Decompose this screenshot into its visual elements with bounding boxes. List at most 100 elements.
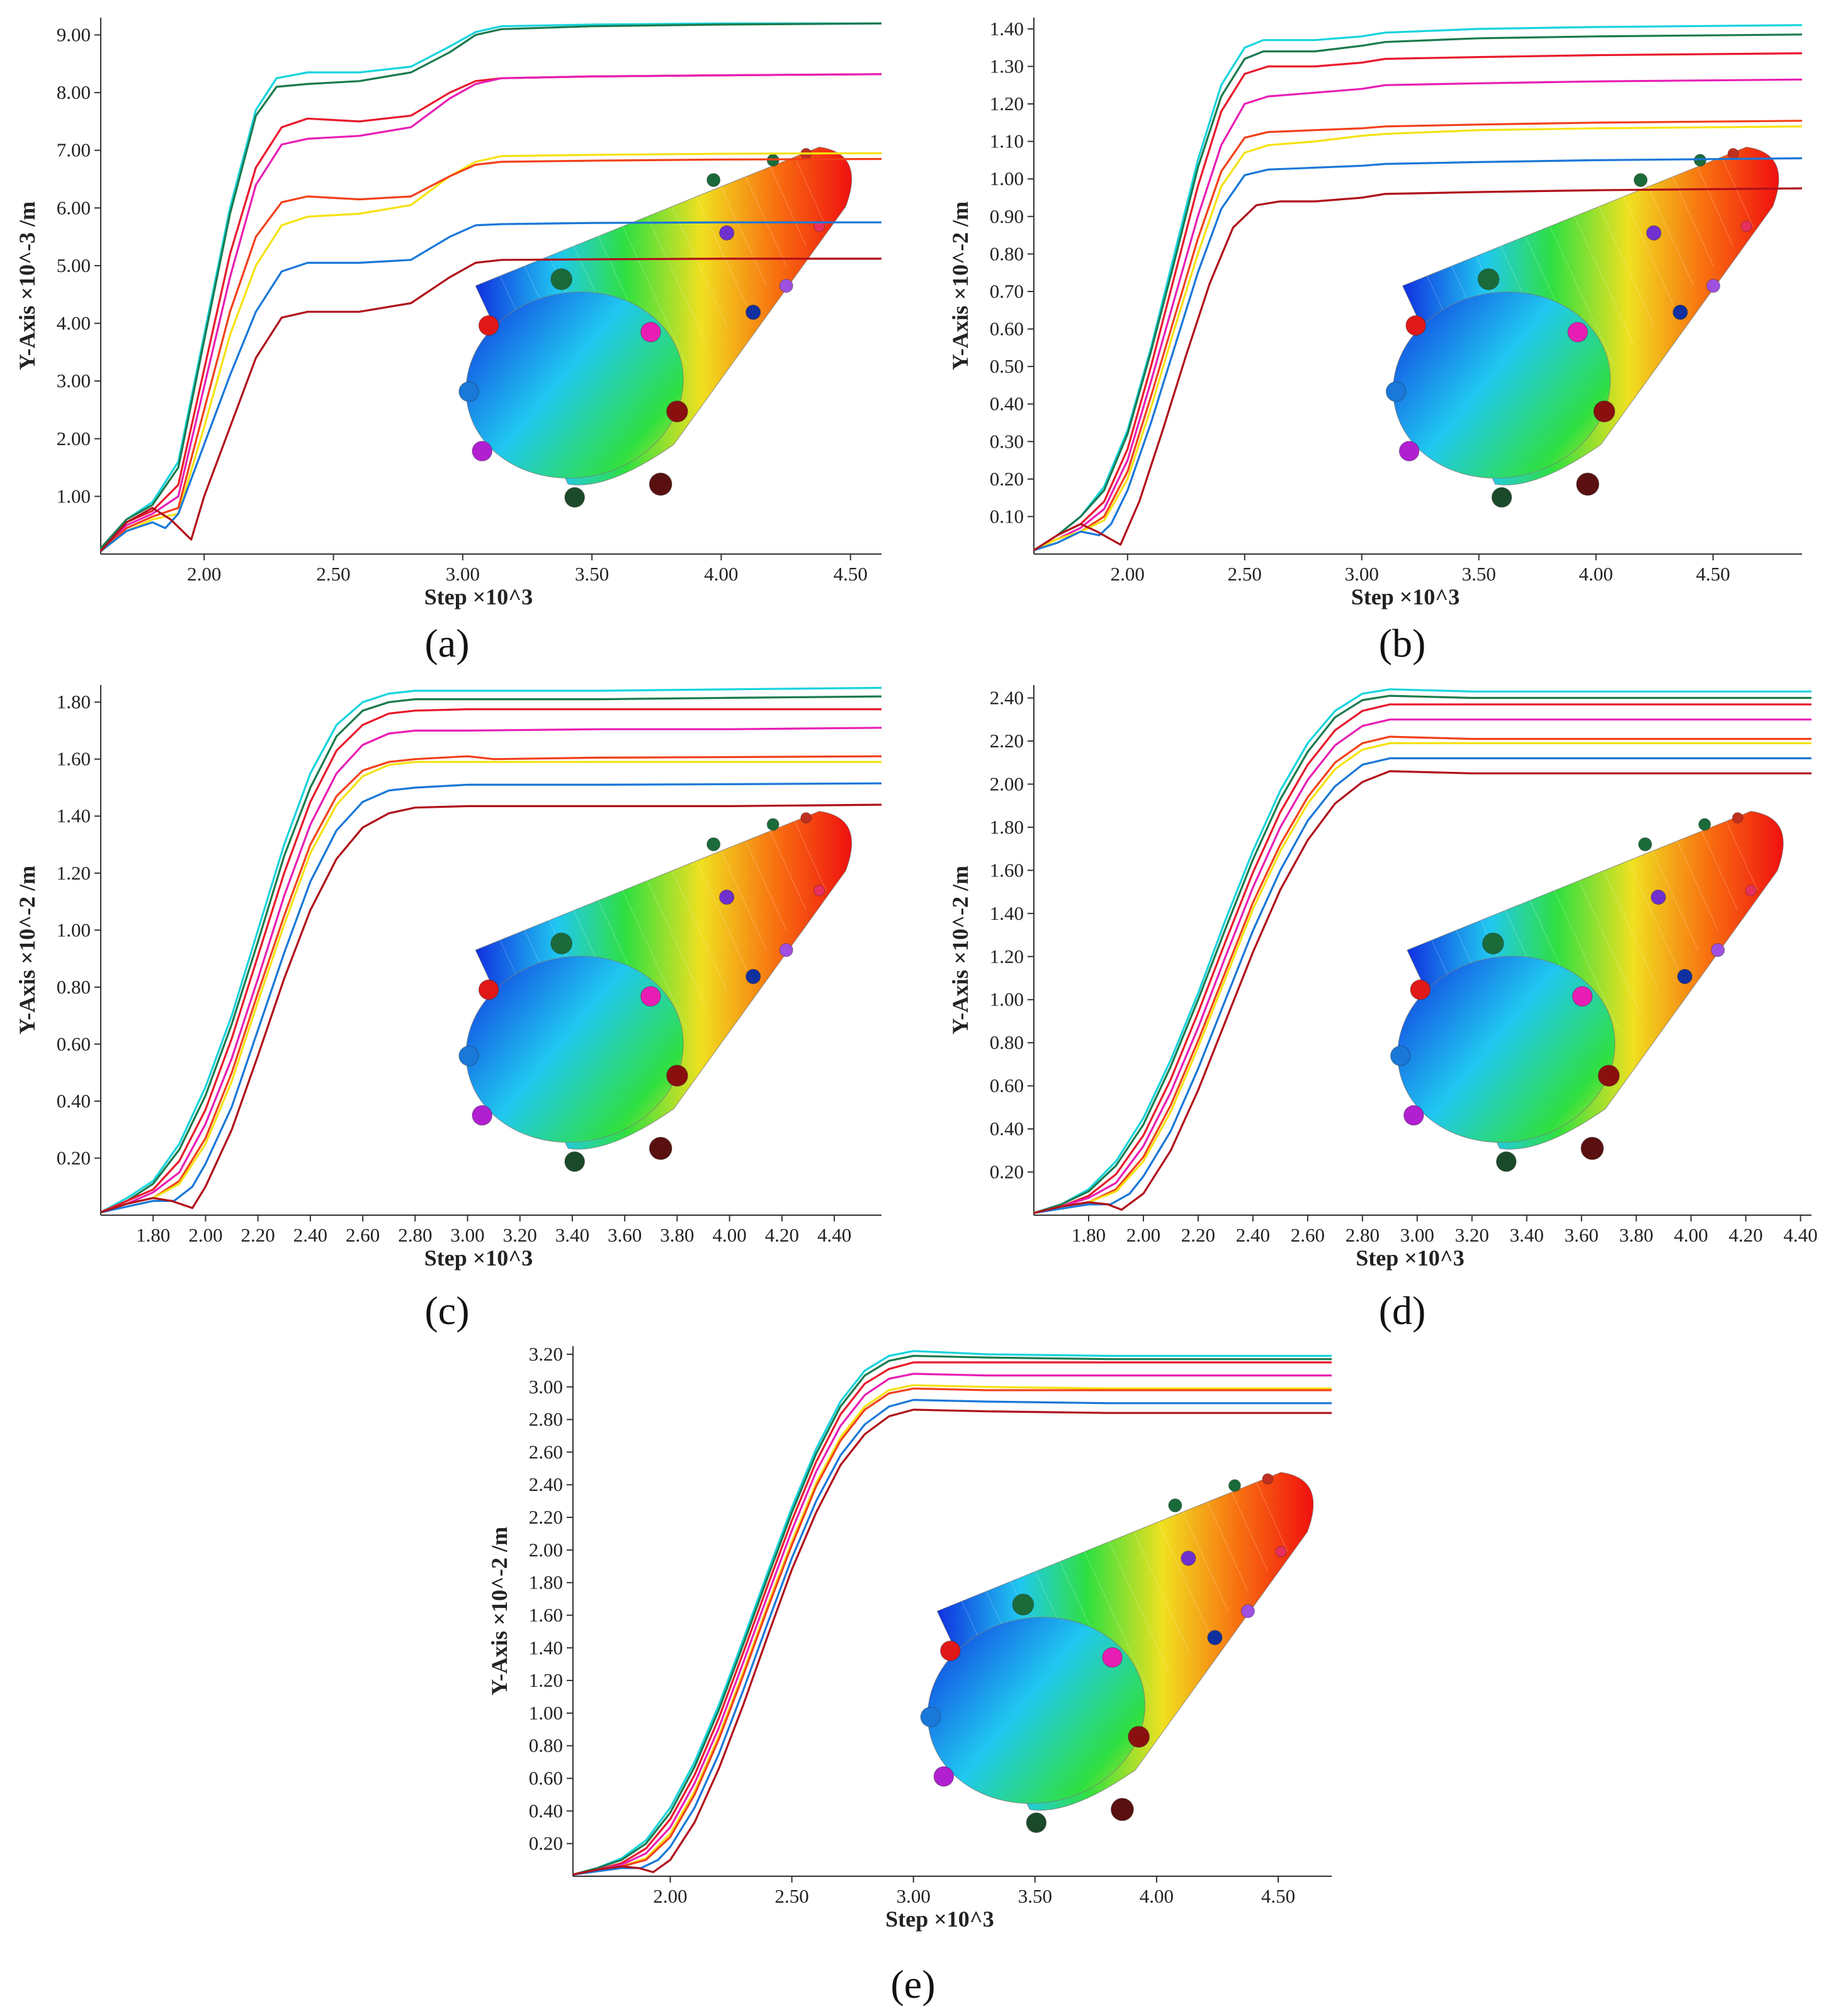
x-tick-label: 3.80 (660, 1224, 694, 1246)
series-line-red (572, 1361, 1332, 1876)
chart-c: 0.20 0.40 0.60 0.80 1.00 1.20 1.40 1.60 1.80 1.80… (14, 685, 882, 1271)
y-tick-label: 1.20 (57, 862, 91, 884)
x-tick-label: 3.50 (575, 563, 609, 585)
x-tick-label: 2.00 (1126, 1224, 1160, 1246)
monitor-sphere (1128, 1726, 1150, 1748)
chart-b: 0.10 0.20 0.30 0.40 0.50 0.60 0.70 0.80 0.90 1.00… (948, 18, 1803, 609)
x-tick-label: 4.50 (1696, 563, 1730, 585)
monitor-sphere (1711, 943, 1725, 958)
y-tick-label: 1.20 (990, 93, 1024, 115)
monitor-sphere (564, 1151, 585, 1172)
x-tick-label: 4.00 (1140, 1885, 1174, 1907)
x-tick-label: 3.80 (1619, 1224, 1653, 1246)
y-tick-label: 2.60 (529, 1441, 563, 1463)
caption-d: (d) (1378, 1288, 1426, 1333)
x-tick-label: 3.00 (1345, 563, 1379, 585)
series-line-orange-red (1033, 120, 1803, 552)
series-line-dark-red (1033, 187, 1803, 552)
tunnel-inset-4 (920, 1472, 1314, 1833)
monitor-sphere (1410, 979, 1431, 1000)
x-axis-title: Step ×10^3 (1356, 1245, 1464, 1271)
y-tick-label: 1.40 (529, 1636, 563, 1658)
series-line-yellow (100, 761, 881, 1214)
y-axis-title: Y-Axis ×10^-3 /m (14, 201, 40, 370)
y-tick-label: 0.40 (529, 1799, 563, 1821)
x-tick-label: 3.00 (446, 563, 480, 585)
monitor-sphere (1482, 932, 1504, 954)
monitor-sphere (649, 472, 672, 496)
tunnel-face (927, 1617, 1145, 1804)
x-tick-label: 4.00 (704, 563, 738, 585)
monitor-sphere (1405, 315, 1426, 336)
y-axis-title: Y-Axis ×10^-2 /m (948, 201, 973, 370)
series-line-dark-red (99, 258, 881, 552)
y-tick-label: 0.80 (990, 1031, 1024, 1053)
y-tick-label: 1.30 (990, 55, 1024, 77)
monitor-sphere (1102, 1647, 1123, 1668)
monitor-sphere (1496, 1151, 1517, 1172)
y-tick-label: 2.00 (57, 428, 91, 450)
x-tick-label: 3.50 (1018, 1885, 1052, 1907)
y-tick-label: 2.40 (990, 687, 1024, 709)
tunnel-face (1393, 292, 1611, 479)
y-tick-label: 8.00 (57, 81, 91, 103)
x-tick-label: 4.40 (1783, 1224, 1817, 1246)
y-tick-label: 3.00 (57, 370, 91, 392)
monitor-sphere (458, 381, 479, 402)
monitor-sphere (1168, 1498, 1182, 1513)
tunnel-inset-1 (1385, 147, 1779, 508)
monitor-sphere (666, 400, 688, 422)
x-tick-label: 4.50 (1261, 1885, 1295, 1907)
y-tick-label: 0.20 (57, 1147, 91, 1169)
y-tick-label: 1.80 (57, 691, 91, 713)
monitor-sphere (745, 968, 761, 985)
x-tick-label: 2.00 (653, 1885, 687, 1907)
monitor-sphere (813, 220, 825, 232)
y-tick-label: 1.20 (990, 945, 1024, 967)
chart-a: 1.00 2.00 3.00 4.00 5.00 6.00 7.00 8.00 9.00 2.00… (14, 18, 882, 609)
x-tick-label: 2.40 (1236, 1224, 1270, 1246)
x-axis-title: Step ×10^3 (424, 584, 533, 609)
monitor-sphere (1572, 986, 1593, 1007)
y-tick-label: 1.00 (990, 988, 1024, 1011)
monitor-sphere (649, 1136, 672, 1160)
y-tick-label: 0.20 (529, 1832, 563, 1854)
x-tick-label: 3.20 (1455, 1224, 1489, 1246)
y-tick-label: 3.20 (529, 1343, 563, 1365)
x-tick-label: 3.00 (897, 1885, 931, 1907)
monitor-sphere (1593, 400, 1616, 422)
y-tick-label: 0.10 (990, 505, 1024, 527)
x-tick-label: 3.60 (1565, 1224, 1599, 1246)
y-axis-title: Y-Axis ×10^-2 /m (487, 1527, 512, 1696)
y-tick-label: 0.30 (990, 430, 1024, 452)
series-line-magenta (1033, 718, 1811, 1215)
monitor-sphere (1576, 472, 1599, 496)
series-line-red (1033, 52, 1803, 552)
y-tick-label: 1.80 (990, 816, 1024, 838)
y-tick-label: 0.60 (57, 1033, 91, 1055)
series-line-cyan (572, 1350, 1332, 1876)
series-line-magenta (1033, 78, 1803, 552)
x-tick-label: 2.40 (293, 1224, 327, 1246)
y-tick-label: 1.80 (529, 1571, 563, 1594)
y-tick-label: 0.70 (990, 280, 1024, 302)
y-tick-label: 1.60 (990, 859, 1024, 881)
monitor-sphere (1698, 818, 1711, 831)
x-tick-label: 3.20 (503, 1224, 537, 1246)
y-tick-label: 2.00 (529, 1539, 563, 1561)
x-tick-label: 2.50 (1228, 563, 1262, 585)
monitor-sphere (1385, 381, 1407, 402)
series-line-cyan (1033, 24, 1803, 552)
y-tick-label: 1.10 (990, 130, 1024, 152)
tunnel-inset-3 (1390, 811, 1784, 1172)
monitor-sphere (640, 322, 661, 343)
y-tick-label: 2.20 (529, 1506, 563, 1528)
series-line-cyan (1033, 688, 1811, 1215)
series-line-dark-red (1033, 770, 1811, 1215)
caption-a: (a) (424, 621, 470, 665)
y-tick-label: 0.90 (990, 205, 1024, 227)
y-tick-label: 2.00 (990, 773, 1024, 795)
monitor-sphere (1207, 1629, 1223, 1646)
monitor-sphere (779, 278, 793, 293)
chart-d: 0.20 0.40 0.60 0.80 1.00 1.20 1.40 1.60 1.80 2.00… (948, 685, 1818, 1271)
